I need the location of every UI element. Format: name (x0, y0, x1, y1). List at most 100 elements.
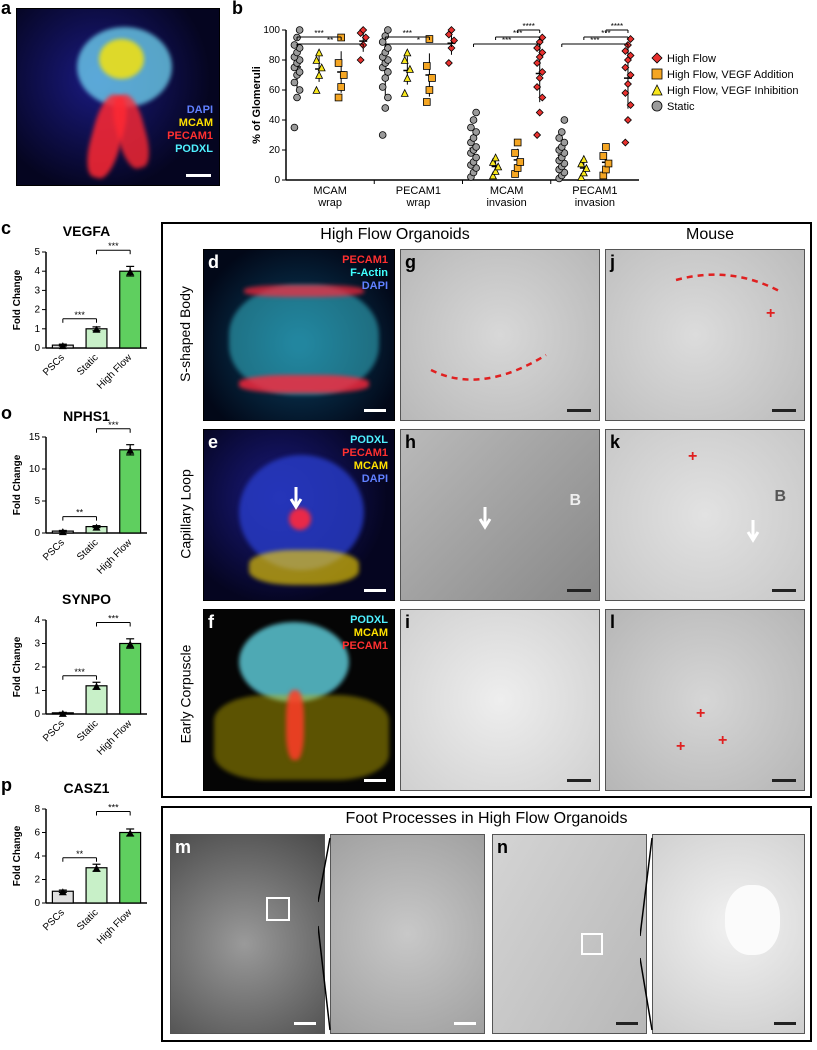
svg-text:8: 8 (34, 804, 40, 815)
svg-text:***: *** (74, 310, 85, 320)
svg-text:SYNPO: SYNPO (62, 591, 111, 607)
svg-text:**: ** (76, 508, 84, 518)
legend-e-dapi: DAPI (362, 473, 388, 485)
svg-text:3: 3 (34, 285, 40, 296)
svg-text:20: 20 (269, 145, 281, 156)
svg-text:CASZ1: CASZ1 (64, 780, 110, 796)
panel-k-image: k + B (605, 429, 805, 601)
svg-text:80: 80 (269, 55, 281, 66)
legend-podxl: PODXL (175, 143, 213, 155)
svg-text:0: 0 (34, 898, 40, 909)
svg-text:MCAM: MCAM (490, 185, 524, 197)
svg-text:Fold Change: Fold Change (12, 825, 23, 886)
svg-text:15: 15 (29, 432, 41, 443)
svg-text:PECAM1: PECAM1 (396, 185, 441, 197)
panel-p-svg: CASZ102468Fold ChangePSCsStaticHigh Flow… (8, 779, 153, 947)
svg-text:10: 10 (29, 464, 41, 475)
panel-label-i: i (405, 612, 410, 633)
svg-text:6: 6 (34, 828, 40, 839)
svg-text:***: *** (108, 803, 119, 813)
svg-text:PSCs: PSCs (41, 907, 67, 933)
col-title-organoids: High Flow Organoids (215, 226, 575, 244)
svg-text:100: 100 (263, 25, 280, 36)
svg-text:1: 1 (34, 686, 40, 697)
panel-o1-chart: NPHS1051015Fold ChangePSCsStaticHigh Flo… (8, 407, 153, 577)
svg-text:***: *** (108, 420, 119, 430)
svg-text:Fold Change: Fold Change (12, 269, 23, 330)
panel-j-image: j + (605, 249, 805, 421)
panel-e-image: e PODXL PECAM1 MCAM DAPI (203, 429, 395, 601)
svg-text:2: 2 (34, 875, 40, 886)
svg-text:0: 0 (34, 709, 40, 720)
panel-o1-svg: NPHS1051015Fold ChangePSCsStaticHigh Flo… (8, 407, 153, 577)
svg-text:MCAM: MCAM (313, 185, 347, 197)
svg-text:3: 3 (34, 639, 40, 650)
svg-text:5: 5 (34, 247, 40, 258)
legend-d-dapi: DAPI (362, 280, 388, 292)
legend-d-factin: F-Actin (350, 267, 388, 279)
svg-text:% of Glomeruli: % of Glomeruli (251, 66, 263, 144)
panel-d-image: d PECAM1 F-Actin DAPI (203, 249, 395, 421)
svg-text:wrap: wrap (317, 197, 342, 209)
panel-label-a: a (1, 0, 11, 19)
legend-pecam1: PECAM1 (167, 130, 213, 142)
svg-text:***: *** (108, 614, 119, 624)
panel-label-d: d (208, 252, 219, 273)
panel-label-n: n (497, 837, 508, 858)
zoom-lines-m (318, 834, 338, 1034)
legend-f-pecam1: PECAM1 (342, 640, 388, 652)
svg-text:wrap: wrap (405, 197, 430, 209)
bottom-title: Foot Processes in High Flow Organoids (161, 810, 812, 828)
svg-text:***: *** (74, 667, 85, 677)
svg-text:invasion: invasion (575, 197, 615, 209)
panel-label-k: k (610, 432, 620, 453)
legend-mcam: MCAM (179, 117, 213, 129)
panel-label-p: p (1, 775, 12, 796)
panel-label-c: c (1, 218, 11, 239)
svg-text:PSCs: PSCs (41, 718, 67, 744)
svg-text:Static: Static (75, 537, 100, 562)
panel-o2-chart: SYNPO01234Fold ChangePSCsStaticHigh Flow… (8, 590, 153, 758)
svg-text:High Flow: High Flow (95, 352, 135, 392)
panel-label-h: h (405, 432, 416, 453)
legend-f-mcam: MCAM (354, 627, 388, 639)
legend-e-pecam1: PECAM1 (342, 447, 388, 459)
legend-e-mcam: MCAM (354, 460, 388, 472)
panel-m-zoom (330, 834, 485, 1034)
panel-label-b: b (232, 0, 243, 19)
svg-text:High Flow: High Flow (95, 907, 135, 947)
panel-h-image: h B (400, 429, 600, 601)
panel-g-image: g (400, 249, 600, 421)
panel-label-f: f (208, 612, 214, 633)
panel-p-chart: CASZ102468Fold ChangePSCsStaticHigh Flow… (8, 779, 153, 947)
svg-text:0: 0 (34, 528, 40, 539)
svg-text:High Flow: High Flow (95, 718, 135, 758)
row-s-shaped: S-shaped Body (177, 254, 193, 414)
panel-c-svg: VEGFA012345Fold ChangePSCsStaticHigh Flo… (8, 222, 153, 392)
panel-o2-svg: SYNPO01234Fold ChangePSCsStaticHigh Flow… (8, 590, 153, 758)
panel-label-j: j (610, 252, 615, 273)
svg-text:VEGFA: VEGFA (63, 223, 110, 239)
panel-m-image: m (170, 834, 325, 1034)
svg-text:5: 5 (34, 496, 40, 507)
legend-dapi: DAPI (187, 104, 213, 116)
svg-text:Static: Static (75, 352, 100, 377)
panel-c-chart: VEGFA012345Fold ChangePSCsStaticHigh Flo… (8, 222, 153, 392)
svg-text:2: 2 (34, 662, 40, 673)
svg-text:0: 0 (34, 343, 40, 354)
panel-b-svg: 020406080100% of GlomeruliMCAMwrap*****P… (246, 8, 811, 218)
svg-text:0: 0 (274, 175, 280, 186)
panel-b-chart: 020406080100% of GlomeruliMCAMwrap*****P… (246, 8, 811, 218)
col-title-mouse: Mouse (620, 226, 800, 244)
panel-l-image: l + + + (605, 609, 805, 791)
legend-d-pecam1: PECAM1 (342, 254, 388, 266)
row-capillary: Capillary Loop (178, 437, 194, 592)
svg-text:****: **** (611, 22, 623, 31)
svg-text:PSCs: PSCs (41, 352, 67, 378)
svg-text:PSCs: PSCs (41, 537, 67, 563)
zoom-lines-n (640, 834, 660, 1034)
panel-n-image: n (492, 834, 647, 1034)
row-corpuscle: Early Corpuscle (178, 617, 194, 772)
panel-a-image: DAPI MCAM PECAM1 PODXL (16, 8, 220, 186)
svg-text:Fold Change: Fold Change (12, 454, 23, 515)
